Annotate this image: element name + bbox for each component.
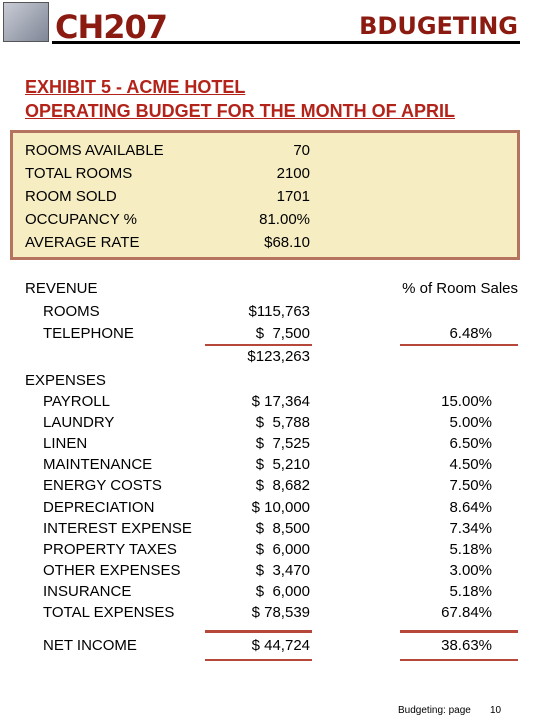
line-item: INTEREST EXPENSE <box>43 519 192 537</box>
amount: $ 6,000 <box>255 540 310 558</box>
amount: $ 10,000 <box>251 498 310 516</box>
amount: $ 8,682 <box>255 477 310 495</box>
total-amount: $123,263 <box>247 348 310 365</box>
percent-heading: % of Room Sales <box>402 280 518 297</box>
rule <box>400 344 518 346</box>
percent: 5.18% <box>449 540 492 558</box>
stat-value: 2100 <box>276 165 310 182</box>
stat-label: AVERAGE RATE <box>25 234 140 251</box>
amount: $ 44,724 <box>251 637 310 654</box>
percent: 7.50% <box>449 477 492 495</box>
line-item: MAINTENANCE <box>43 456 153 474</box>
line-item: PAYROLL <box>43 393 110 410</box>
line-item: PROPERTY TAXES <box>43 540 177 558</box>
stat-label: ROOMS AVAILABLE <box>25 142 164 159</box>
amount: $ 5,210 <box>255 456 310 474</box>
percent: 67.84% <box>441 604 492 621</box>
amount: $ 6,000 <box>255 582 310 600</box>
amount: $ 8,500 <box>255 519 310 537</box>
line-item: ENERGY COSTS <box>43 477 162 495</box>
amount: $ 7,500 <box>255 325 310 342</box>
percent: 3.00% <box>449 561 492 579</box>
percent: 4.50% <box>449 456 492 474</box>
stat-value: 1701 <box>276 188 310 205</box>
rule <box>205 659 312 661</box>
percent: 7.34% <box>449 519 492 537</box>
percent: 5.00% <box>449 414 492 432</box>
line-item: DEPRECIATION <box>43 498 155 516</box>
line-item: INSURANCE <box>43 582 132 600</box>
stat-value: 70 <box>293 142 310 159</box>
line-item: LAUNDRY <box>43 414 115 432</box>
percent: 8.64% <box>449 498 492 516</box>
net-income-label: NET INCOME <box>43 637 137 654</box>
line-item: TOTAL EXPENSES <box>43 604 175 621</box>
footer-label: Budgeting: page <box>398 705 471 716</box>
amount: $ 3,470 <box>255 561 310 579</box>
logo-icon <box>3 2 49 42</box>
rule <box>400 630 518 633</box>
amount: $115,763 <box>248 303 310 320</box>
section-heading: EXPENSES <box>25 372 106 389</box>
exhibit-title: OPERATING BUDGET FOR THE MONTH OF APRIL <box>25 101 455 121</box>
header-rule <box>52 41 520 44</box>
stat-value: $68.10 <box>264 234 310 251</box>
exhibit-title: EXHIBIT 5 - ACME HOTEL <box>25 77 246 97</box>
topic: BDUGETING <box>359 12 518 40</box>
amount: $ 7,525 <box>255 435 310 453</box>
percent: 6.50% <box>449 435 492 453</box>
line-item: TELEPHONE <box>43 325 134 342</box>
chapter: CH207 <box>55 8 168 46</box>
stat-label: ROOM SOLD <box>25 188 117 205</box>
amount: $ 5,788 <box>255 414 310 432</box>
section-heading: REVENUE <box>25 280 98 297</box>
stat-label: TOTAL ROOMS <box>25 165 133 182</box>
line-item: LINEN <box>43 435 88 453</box>
rule <box>400 659 518 661</box>
line-item: OTHER EXPENSES <box>43 561 181 579</box>
rule <box>205 344 312 346</box>
amount: $ 78,539 <box>251 604 310 621</box>
percent: 5.18% <box>449 582 492 600</box>
stat-value: 81.00% <box>259 211 310 228</box>
rule <box>205 630 312 633</box>
percent: 6.48% <box>449 325 492 342</box>
line-item: ROOMS <box>43 303 100 320</box>
percent: 15.00% <box>441 393 492 410</box>
stats-box <box>10 130 520 260</box>
amount: $ 17,364 <box>251 393 310 410</box>
page-number: 10 <box>490 705 502 716</box>
stat-label: OCCUPANCY % <box>25 211 137 228</box>
percent: 38.63% <box>441 637 492 654</box>
